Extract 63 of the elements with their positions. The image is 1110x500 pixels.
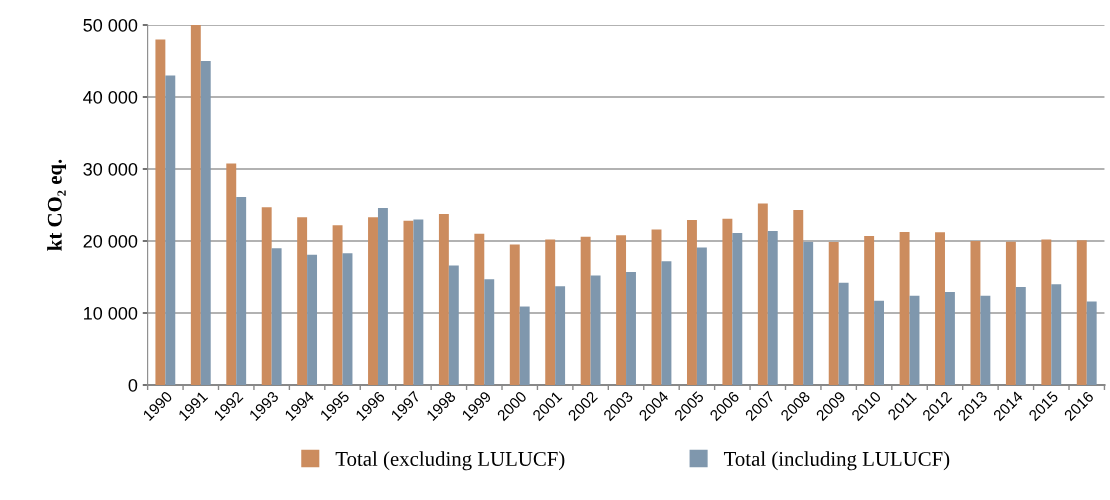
bar <box>226 163 237 385</box>
bar <box>474 233 485 385</box>
y-tick-label: 40 000 <box>83 90 138 104</box>
bar <box>661 261 672 385</box>
bar <box>616 235 627 385</box>
bar <box>438 214 449 385</box>
y-tick-label: 30 000 <box>83 162 138 176</box>
bar <box>899 232 910 385</box>
bar <box>413 219 424 385</box>
y-tick-label: 20 000 <box>83 234 138 248</box>
bar <box>403 220 414 385</box>
bar <box>874 300 885 385</box>
bar <box>864 235 875 385</box>
bar <box>307 254 318 385</box>
bar <box>909 295 920 385</box>
bar <box>828 242 839 385</box>
bar <box>1086 301 1097 385</box>
bar <box>1051 284 1062 385</box>
bar <box>342 253 353 385</box>
bar <box>332 225 343 385</box>
bar <box>626 271 636 385</box>
bar <box>509 244 520 385</box>
bar <box>236 197 247 385</box>
bar <box>545 239 556 385</box>
bar <box>448 265 459 385</box>
bar <box>1041 239 1052 385</box>
y-axis-title: kt CO₂ eq. <box>47 159 67 251</box>
y-tick-label: 50 000 <box>83 18 138 32</box>
bar <box>155 39 166 385</box>
bar <box>1005 241 1016 385</box>
bar <box>377 207 388 385</box>
bar <box>590 275 601 385</box>
bar <box>686 220 697 385</box>
bar <box>484 279 495 385</box>
bar <box>555 286 566 385</box>
bar <box>519 306 530 385</box>
bar <box>757 203 768 385</box>
bar <box>803 242 814 385</box>
bar <box>297 217 308 385</box>
y-tick-label: 10 000 <box>84 306 138 320</box>
bar <box>651 229 662 385</box>
bar <box>696 247 707 385</box>
bar <box>190 25 201 385</box>
bar <box>980 295 991 385</box>
bar <box>944 292 955 385</box>
bar <box>767 230 778 385</box>
bar <box>580 236 591 385</box>
bar <box>970 241 981 385</box>
bar <box>935 232 945 385</box>
bar <box>200 61 211 385</box>
legend-label: Total (excluding LULUCF) <box>335 451 565 471</box>
bar <box>722 218 733 385</box>
bar <box>271 248 282 385</box>
bar <box>261 207 272 385</box>
bar <box>1015 287 1026 385</box>
bar <box>732 233 743 385</box>
legend-label: Total (including LULUCF) <box>723 451 950 471</box>
bar <box>1076 240 1087 385</box>
y-tick-label: 0 <box>128 378 138 392</box>
bar <box>165 75 176 385</box>
bar <box>368 217 378 385</box>
bar <box>838 282 849 385</box>
bar <box>793 210 804 385</box>
